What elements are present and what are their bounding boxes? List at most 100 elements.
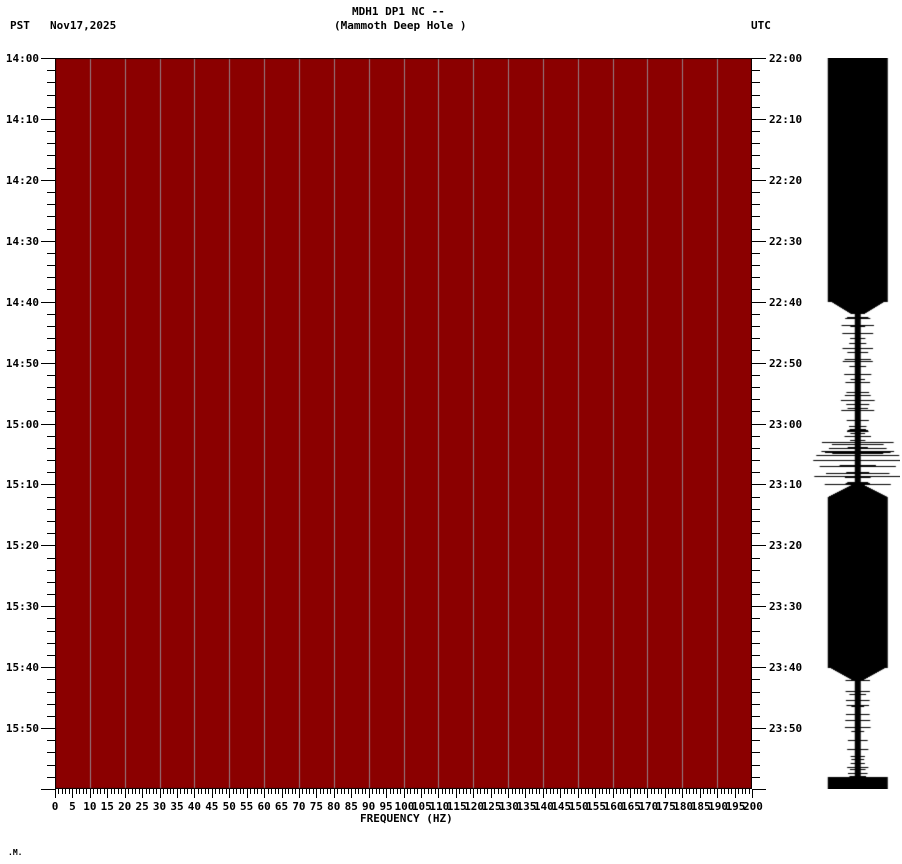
axis-tick <box>560 789 562 798</box>
axis-tick <box>201 789 203 794</box>
frequency-tick-label: 0 <box>51 800 59 813</box>
axis-tick <box>135 789 137 794</box>
axis-tick <box>752 58 766 59</box>
axis-tick <box>553 789 555 794</box>
axis-tick <box>142 789 144 798</box>
axis-tick <box>47 289 55 291</box>
axis-tick <box>420 789 422 798</box>
axis-tick <box>752 789 753 798</box>
axis-tick <box>752 557 760 559</box>
axis-tick <box>752 179 766 181</box>
axis-tick <box>424 789 426 794</box>
axis-tick <box>41 240 55 242</box>
axis-tick <box>633 789 635 794</box>
axis-tick <box>636 789 638 794</box>
axis-tick <box>752 508 760 510</box>
axis-tick <box>107 789 109 798</box>
axis-tick <box>180 789 182 794</box>
axis-tick <box>250 789 252 794</box>
axis-tick <box>41 423 55 425</box>
axis-tick <box>358 789 360 794</box>
axis-tick <box>400 789 401 794</box>
axis-tick <box>47 618 55 620</box>
axis-tick <box>692 789 694 794</box>
frequency-tick-label: 75 <box>309 800 323 813</box>
axis-tick <box>365 789 367 794</box>
axis-tick <box>556 789 558 794</box>
axis-tick <box>326 789 328 794</box>
frequency-tick-label: 145 <box>551 800 572 813</box>
axis-tick <box>319 789 321 794</box>
axis-tick <box>671 789 673 794</box>
axis-tick <box>47 94 55 96</box>
axis-tick <box>79 789 81 794</box>
axis-tick <box>47 715 55 717</box>
axis-tick <box>47 679 55 681</box>
axis-tick <box>598 789 600 794</box>
axis-tick <box>455 789 457 798</box>
axis-tick <box>678 789 680 794</box>
axis-tick <box>752 240 766 242</box>
axis-tick <box>752 143 760 145</box>
axis-tick <box>72 789 74 798</box>
axis-tick <box>448 789 450 794</box>
axis-tick <box>459 789 461 794</box>
axis-tick <box>752 289 760 291</box>
frequency-tick-label: 180 <box>673 800 694 813</box>
frequency-tick-label: 140 <box>533 800 554 813</box>
axis-tick <box>47 338 55 340</box>
frequency-tick-label: 10 <box>83 800 97 813</box>
axis-tick <box>731 789 733 794</box>
frequency-tick-label: 55 <box>240 800 254 813</box>
axis-tick <box>218 789 220 794</box>
axis-tick <box>47 265 55 267</box>
axis-tick-label: 23:30 <box>769 600 803 614</box>
axis-tick <box>344 789 346 794</box>
axis-tick <box>396 789 398 794</box>
axis-tick <box>222 789 224 794</box>
axis-tick <box>410 789 412 794</box>
axis-tick <box>752 460 760 462</box>
axis-tick <box>473 789 475 798</box>
axis-tick <box>546 789 548 794</box>
axis-tick <box>285 789 286 794</box>
axis-tick-label: 15:10 <box>5 478 39 492</box>
frequency-tick-label: 30 <box>152 800 167 813</box>
axis-tick <box>340 789 342 794</box>
frequency-tick-label: 150 <box>568 800 589 813</box>
axis-tick <box>41 667 55 669</box>
axis-tick <box>752 301 766 303</box>
frequency-tick-label: 125 <box>481 800 502 813</box>
axis-tick <box>706 789 708 794</box>
axis-tick <box>403 789 405 798</box>
frequency-tick-label: 200 <box>743 800 763 813</box>
axis-tick <box>438 789 440 798</box>
seismogram-panel <box>812 58 900 789</box>
axis-tick <box>727 789 729 794</box>
axis-tick <box>47 106 55 108</box>
axis-tick <box>47 326 55 328</box>
axis-tick <box>752 715 760 717</box>
axis-tick <box>117 789 119 794</box>
frequency-tick-label: 155 <box>586 800 607 813</box>
axis-tick <box>752 679 760 681</box>
axis-tick <box>103 789 105 794</box>
axis-tick <box>316 789 318 798</box>
axis-tick <box>752 411 760 413</box>
axis-tick <box>93 789 95 794</box>
axis-tick <box>41 362 55 364</box>
axis-tick <box>696 789 698 794</box>
axis-tick <box>110 789 112 794</box>
axis-tick-label: 14:00 <box>5 52 39 65</box>
axis-tick <box>47 204 55 206</box>
axis-tick-label: 23:50 <box>769 722 803 736</box>
axis-tick <box>752 606 766 608</box>
axis-tick <box>166 789 168 794</box>
axis-tick <box>724 789 726 794</box>
axis-tick <box>609 789 611 794</box>
date-label: Nov17,2025 <box>50 19 117 32</box>
axis-tick <box>100 789 102 794</box>
axis-tick <box>752 70 760 72</box>
axis-tick-label: 15:20 <box>5 539 39 553</box>
axis-tick <box>41 728 55 730</box>
